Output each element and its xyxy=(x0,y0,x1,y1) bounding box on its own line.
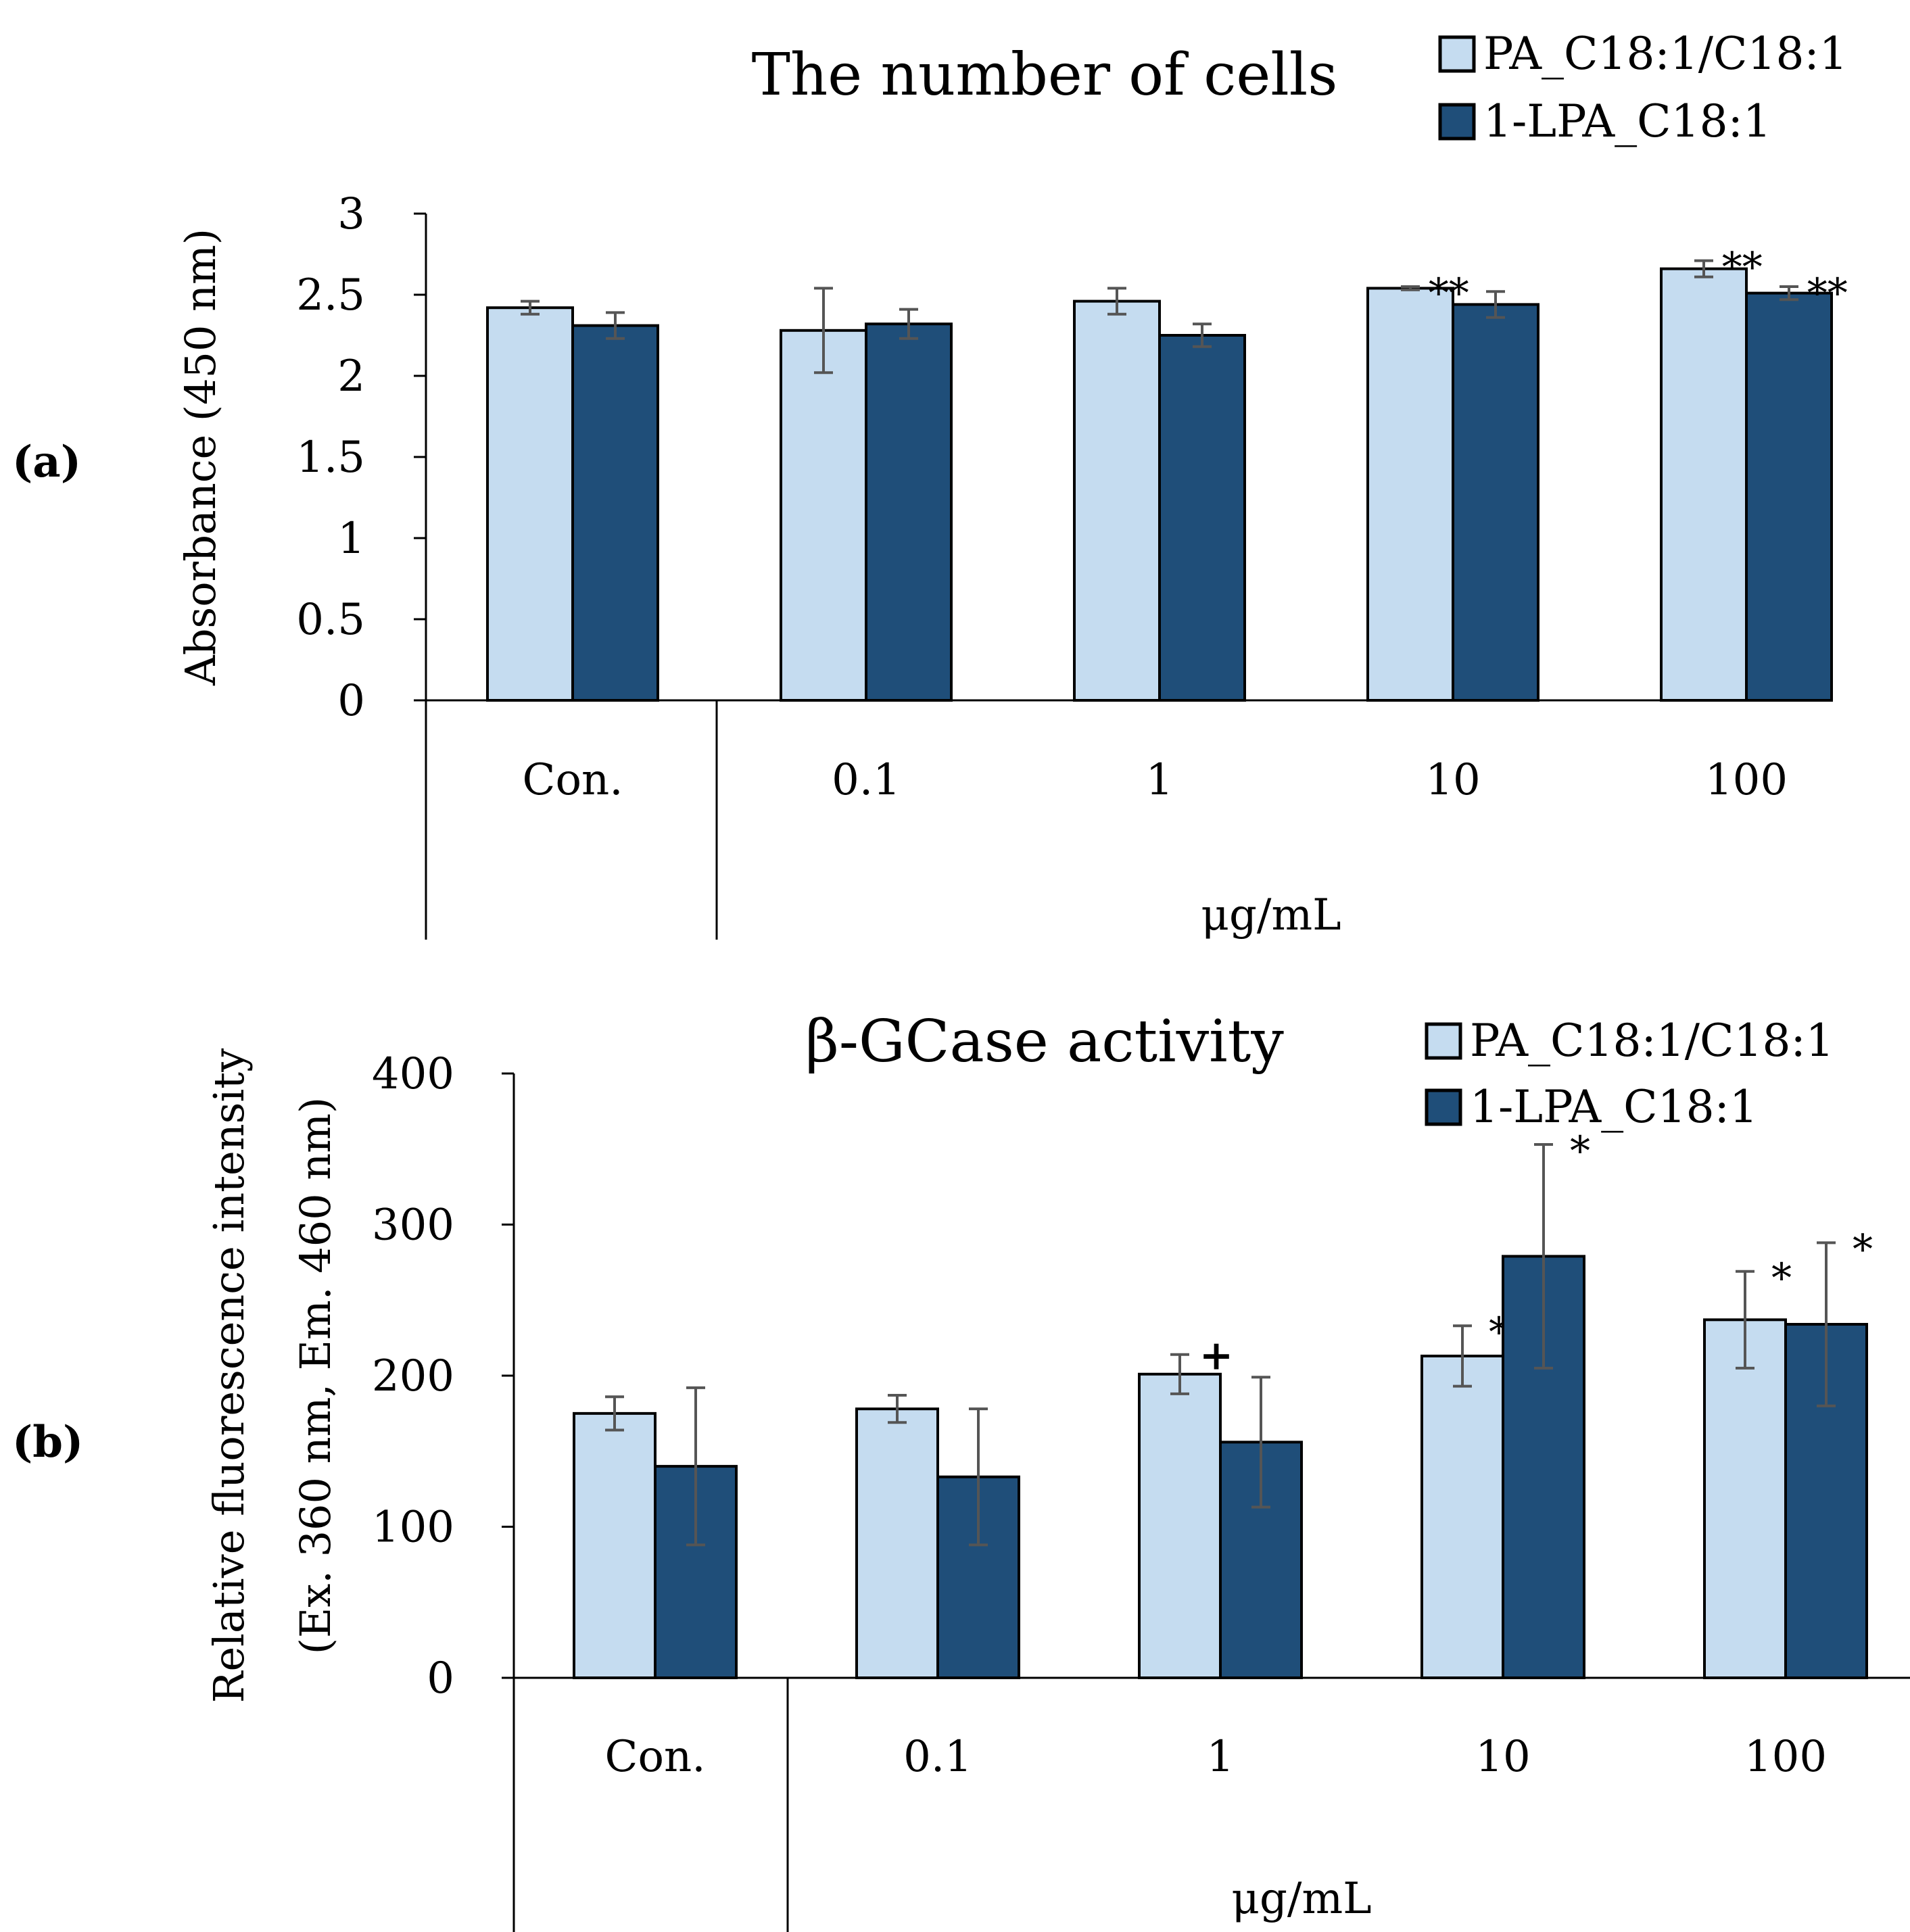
x-axis-label: μg/mL xyxy=(1201,890,1341,940)
x-tick-label: 100 xyxy=(1744,1732,1827,1782)
bar-pa xyxy=(1660,267,1748,702)
chart-panel-b: (b) β-GCase activity Relative fluorescence… xyxy=(12,1008,1910,1932)
y-tick-label: 400 xyxy=(372,1049,454,1099)
legend-label: PA_C18:1/C18:1 xyxy=(1483,28,1848,80)
x-tick-label: 10 xyxy=(1425,755,1480,805)
significance-marker: + xyxy=(1199,1332,1233,1380)
legend-swatch-pa xyxy=(1438,35,1476,73)
y-tick-label: 1.5 xyxy=(296,433,365,483)
significance-marker: * xyxy=(1771,1255,1792,1302)
y-tick-label: 2 xyxy=(337,352,365,402)
significance-marker: * xyxy=(1570,1128,1590,1175)
legend-label: PA_C18:1/C18:1 xyxy=(1470,1015,1834,1067)
panel-label: (a) xyxy=(12,437,81,487)
y-tick-label: 1 xyxy=(337,514,365,564)
legend-swatch-pa xyxy=(1425,1022,1462,1060)
x-axis-label: μg/mL xyxy=(1231,1874,1371,1924)
panel-label: (b) xyxy=(12,1417,83,1468)
significance-marker: ** xyxy=(1807,270,1848,317)
significance-marker: * xyxy=(1853,1226,1873,1273)
bar-pa xyxy=(486,306,574,702)
chart-title: β-GCase activity xyxy=(805,1008,1284,1076)
legend-swatch-lpa xyxy=(1425,1088,1462,1126)
bar-lpa xyxy=(1452,303,1539,702)
x-tick-label: 10 xyxy=(1475,1732,1530,1782)
y-tick-label: 2.5 xyxy=(296,270,365,320)
y-tick-label: 300 xyxy=(372,1201,454,1251)
bar-pa xyxy=(1366,287,1454,702)
y-tick-label: 200 xyxy=(372,1351,454,1401)
bar-pa xyxy=(780,329,867,702)
bar-pa xyxy=(1420,1354,1504,1679)
y-tick-label: 100 xyxy=(372,1503,454,1553)
chart-panel-a: (a) The number of cells Absorbance (450 nm… xyxy=(12,28,1848,940)
y-tick-label: 3 xyxy=(337,189,365,239)
x-tick-label: 1 xyxy=(1146,755,1174,805)
bar-lpa xyxy=(571,324,659,702)
legend-swatch-lpa xyxy=(1438,103,1476,141)
bar-pa xyxy=(855,1407,939,1679)
y-tick-label: 0 xyxy=(427,1653,454,1704)
x-tick-label: 100 xyxy=(1705,755,1788,805)
x-tick-label: 1 xyxy=(1207,1732,1235,1782)
x-tick-label: Con. xyxy=(522,755,623,805)
y-tick-label: 0.5 xyxy=(296,595,365,645)
bar-lpa xyxy=(1745,291,1833,702)
y-axis-label: Absorbance (450 nm) xyxy=(176,228,225,686)
x-tick-label: 0.1 xyxy=(903,1732,972,1782)
bar-lpa xyxy=(865,322,953,702)
x-tick-label: 0.1 xyxy=(832,755,901,805)
legend-label: 1-LPA_C18:1 xyxy=(1470,1081,1758,1133)
x-tick-label: Con. xyxy=(604,1732,705,1782)
legend-label: 1-LPA_C18:1 xyxy=(1483,95,1771,147)
y-axis-label-2: (Ex. 360 nm, Em. 460 nm) xyxy=(291,1097,340,1654)
bar-pa xyxy=(1703,1318,1787,1680)
significance-marker: ** xyxy=(1722,244,1763,291)
chart-title: The number of cells xyxy=(752,41,1338,109)
bar-pa xyxy=(1138,1372,1222,1679)
bar-pa xyxy=(1073,299,1161,702)
bar-pa xyxy=(573,1411,656,1679)
y-axis-label: Relative fluorescence intensity xyxy=(204,1048,254,1703)
bar-lpa xyxy=(1158,334,1246,702)
y-tick-label: 0 xyxy=(337,676,365,726)
